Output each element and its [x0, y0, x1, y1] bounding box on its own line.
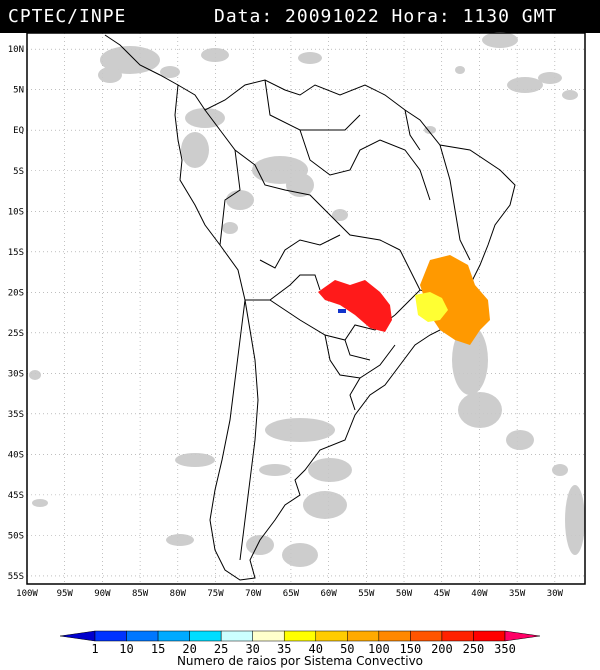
lon-tick-label: 30W — [547, 589, 564, 599]
storm-red-cell — [318, 280, 392, 332]
lon-tick-label: 85W — [132, 589, 149, 599]
lat-tick-label: 45S — [8, 491, 24, 501]
lon-tick-label: 100W — [16, 589, 38, 599]
map-background — [27, 33, 585, 584]
datetime-label: Data: 20091022 Hora: 1130 GMT — [214, 6, 558, 27]
source-label: CPTEC/INPE — [8, 6, 127, 27]
colorbar-tick-label: 20 — [182, 642, 196, 656]
map-border — [26, 32, 586, 585]
colorbar-swatch — [157, 630, 190, 642]
lat-tick-label: 5N — [13, 86, 24, 96]
lat-tick-label: 30S — [8, 369, 24, 379]
lat-tick-label: 5S — [13, 167, 24, 177]
colorbar-tick-label: 35 — [277, 642, 291, 656]
colorbar: 1 10 15 20 25 30 35 40 50 100 150 200 250 350 — [59, 630, 541, 656]
lat-tick-label: 15S — [8, 248, 24, 258]
lat-tick-label: 55S — [8, 572, 24, 582]
lat-tick-label: 10S — [8, 207, 24, 217]
colorbar-tick-label: 350 — [494, 642, 516, 656]
latitude-labels: 10N 5N EQ 5S 10S 15S 20S 25S 30S 35S 40S 45S 50S 55S — [8, 45, 24, 582]
storm-cells — [318, 255, 490, 345]
colorbar-swatch — [220, 630, 253, 642]
colorbar-swatch — [283, 630, 317, 642]
lon-tick-label: 40W — [471, 589, 488, 599]
storm-yellow-cell — [415, 292, 448, 322]
lon-tick-label: 90W — [94, 589, 111, 599]
colorbar-tick-label: 25 — [214, 642, 228, 656]
colorbar-swatch — [347, 630, 380, 642]
colorbar-swatch — [473, 630, 506, 642]
lon-tick-label: 70W — [245, 589, 262, 599]
colorbar-swatch — [59, 630, 96, 642]
title-bar: CPTEC/INPE Data: 20091022 Hora: 1130 GMT — [0, 0, 600, 33]
colorbar-swatch — [189, 630, 222, 642]
grid-lines — [26, 33, 585, 584]
lon-tick-label: 35W — [509, 589, 526, 599]
colorbar-tick-label: 100 — [368, 642, 390, 656]
lon-tick-label: 45W — [434, 589, 451, 599]
colorbar-swatch — [252, 630, 285, 642]
colorbar-tick-label: 15 — [151, 642, 165, 656]
colorbar-tick-label: 50 — [340, 642, 354, 656]
lat-tick-label: 20S — [8, 288, 24, 298]
colorbar-caption: Numero de raios por Sistema Convectivo — [177, 654, 423, 668]
lon-tick-label: 80W — [170, 589, 187, 599]
colorbar-tick-label: 1 — [91, 642, 98, 656]
lon-tick-label: 55W — [358, 589, 375, 599]
colorbar-tick-label: 30 — [245, 642, 259, 656]
lat-tick-label: 25S — [8, 329, 24, 339]
colorbar-swatch — [315, 630, 348, 642]
colorbar-tick-label: 40 — [309, 642, 323, 656]
coastlines — [104, 34, 516, 581]
colorbar-swatch — [441, 630, 474, 642]
lon-tick-label: 50W — [396, 589, 413, 599]
longitude-labels: 100W 95W 90W 85W 80W 75W 70W 65W 60W 55W 50W 45W 40W… — [16, 589, 563, 599]
colorbar-swatch — [378, 630, 411, 642]
colorbar-tick-label: 10 — [119, 642, 133, 656]
storm-orange-cell — [420, 255, 490, 345]
lat-tick-label: 40S — [8, 450, 24, 460]
cloud-cover — [29, 32, 585, 567]
storm-blue-cell — [338, 309, 346, 313]
lon-tick-label: 60W — [320, 589, 337, 599]
colorbar-swatch — [410, 630, 443, 642]
lat-tick-label: 10N — [8, 45, 24, 55]
lon-tick-label: 95W — [57, 589, 74, 599]
colorbar-swatch — [126, 630, 159, 642]
lon-tick-label: 75W — [207, 589, 224, 599]
colorbar-tick-label: 250 — [463, 642, 485, 656]
colorbar-swatch — [94, 630, 127, 642]
colorbar-tick-label: 200 — [431, 642, 453, 656]
colorbar-tick-label: 150 — [400, 642, 422, 656]
lat-tick-label: 50S — [8, 531, 24, 541]
lon-tick-label: 65W — [283, 589, 300, 599]
lat-tick-label: EQ — [13, 126, 24, 136]
colorbar-swatch — [504, 630, 541, 642]
lat-tick-label: 35S — [8, 410, 24, 420]
